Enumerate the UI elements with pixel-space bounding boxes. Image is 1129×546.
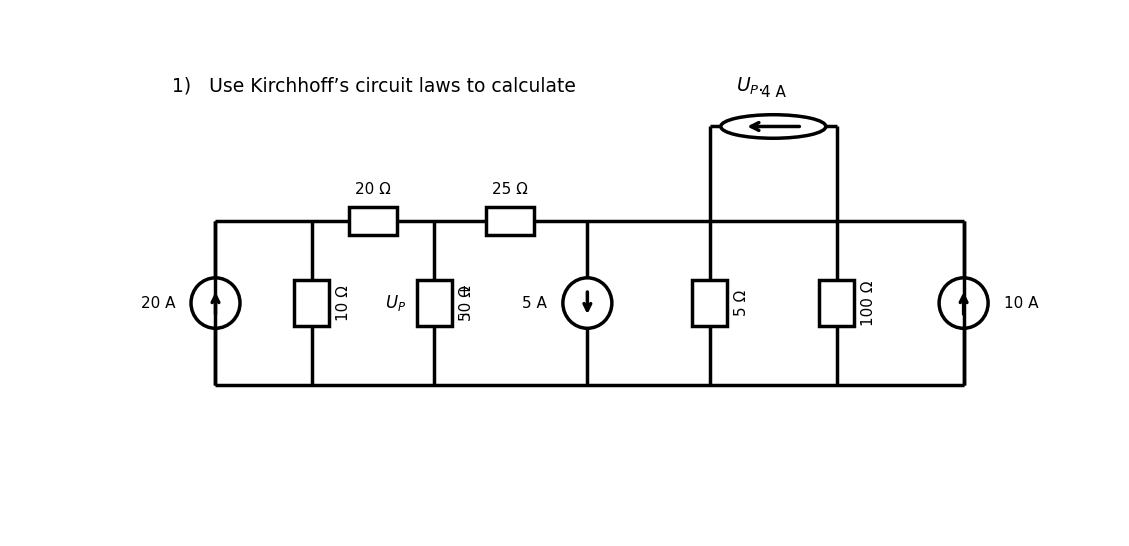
Bar [487,207,534,235]
Text: 50 Ω: 50 Ω [458,285,474,321]
Text: .: . [758,76,764,95]
Text: −: − [457,307,470,322]
Text: $U_P$: $U_P$ [385,293,406,313]
Bar [417,280,452,326]
Text: 10 A: 10 A [1004,295,1039,311]
Bar [349,207,397,235]
Text: 5 A: 5 A [523,295,548,311]
Text: 5 Ω: 5 Ω [734,290,750,316]
Text: $U_P$: $U_P$ [736,76,760,97]
Text: 20 A: 20 A [141,295,175,311]
Text: 10 Ω: 10 Ω [336,285,351,321]
Text: 100 Ω: 100 Ω [861,280,876,326]
Text: 4 A: 4 A [761,85,786,100]
Bar [295,280,330,326]
Text: 25 Ω: 25 Ω [492,182,528,197]
Bar [820,280,855,326]
Text: 20 Ω: 20 Ω [355,182,391,197]
Text: 1)   Use Kirchhoff’s circuit laws to calculate: 1) Use Kirchhoff’s circuit laws to calcu… [172,76,581,95]
Text: +: + [457,284,470,299]
Bar [692,280,727,326]
